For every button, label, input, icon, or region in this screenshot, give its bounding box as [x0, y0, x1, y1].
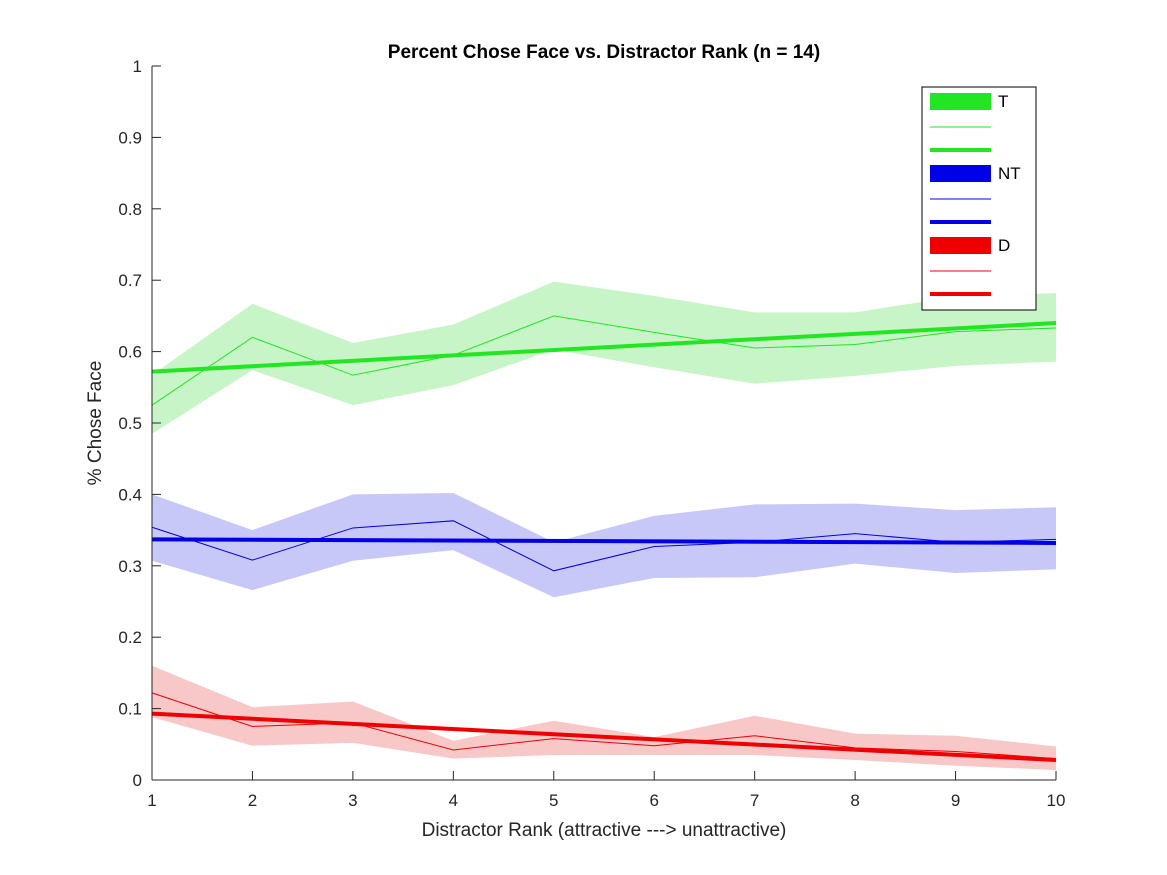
y-tick-label: 0.8: [118, 200, 142, 219]
line-nt: [151, 520, 1057, 572]
x-axis-label: Distractor Rank (attractive ---> unattra…: [422, 820, 787, 841]
x-tick-label: 9: [951, 791, 960, 810]
x-tick-label: 2: [248, 791, 257, 810]
y-tick-label: 0.3: [118, 557, 142, 576]
legend-swatch-t: [930, 93, 991, 110]
fit-line-nt: [151, 537, 1057, 545]
line-d: [151, 692, 1057, 760]
x-tick-label: 1: [147, 791, 156, 810]
plot-area: [151, 281, 1057, 771]
line-t: [151, 315, 1057, 406]
y-tick-label: 0.6: [118, 343, 142, 362]
legend: T NT D: [921, 86, 1037, 311]
y-tick-label: 0.2: [118, 628, 142, 647]
legend-label-d: D: [998, 236, 1010, 255]
chart-title: Percent Chose Face vs. Distractor Rank (…: [388, 42, 820, 63]
axes: 1 2 3 4 5 6 7 8 9 10 0 0.1 0.2 0.3 0.4 0.5 0.6 0.7 0.8 0.9 1: [118, 57, 1065, 810]
x-tick-label: 8: [850, 791, 859, 810]
y-tick-label: 0.1: [118, 700, 142, 719]
x-tick-label: 6: [649, 791, 658, 810]
x-tick-label: 5: [549, 791, 558, 810]
legend-label-t: T: [998, 92, 1008, 111]
legend-swatch-nt: [930, 165, 991, 182]
x-tick-label: 4: [449, 791, 458, 810]
y-tick-label: 0: [133, 771, 142, 790]
legend-swatch-d: [930, 237, 991, 254]
x-tick-label: 10: [1047, 791, 1066, 810]
legend-label-nt: NT: [998, 164, 1021, 183]
y-tick-label: 1: [133, 57, 142, 76]
band-d: [152, 665, 1056, 771]
fit-line-t: [151, 321, 1057, 374]
y-tick-label: 0.7: [118, 271, 142, 290]
x-tick-label: 7: [750, 791, 759, 810]
y-tick-label: 0.9: [118, 128, 142, 147]
y-tick-label: 0.4: [118, 485, 142, 504]
y-tick-label: 0.5: [118, 414, 142, 433]
y-axis-label: % Chose Face: [85, 361, 106, 486]
x-tick-label: 3: [348, 791, 357, 810]
band-nt: [152, 492, 1056, 598]
band-t: [152, 281, 1056, 434]
fit-line-d: [151, 711, 1057, 763]
